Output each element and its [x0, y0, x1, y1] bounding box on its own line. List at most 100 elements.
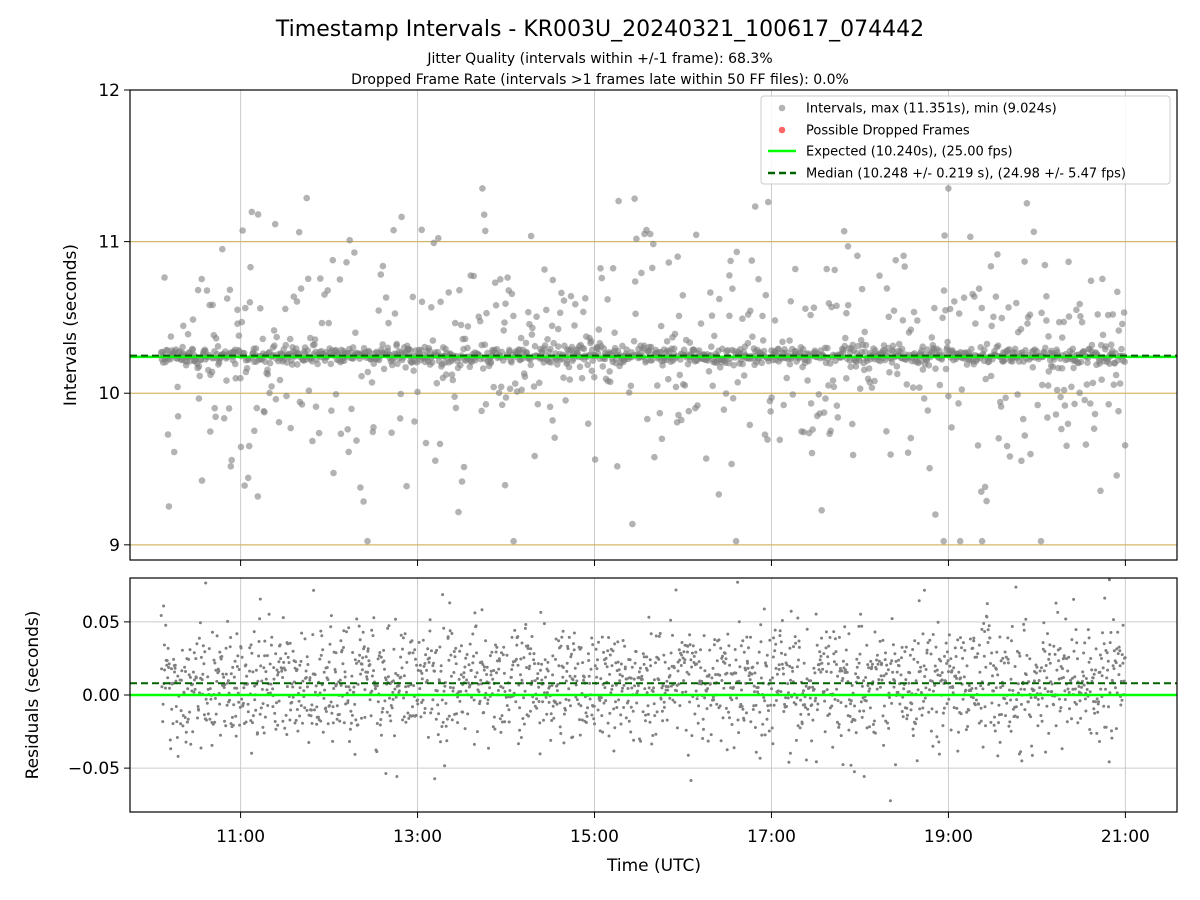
residual-point [402, 674, 406, 678]
residual-point [962, 675, 966, 679]
interval-point [843, 309, 850, 317]
y-tick-label: 11 [98, 233, 120, 253]
residual-point [680, 653, 684, 657]
residual-point [1046, 690, 1050, 693]
residual-point [201, 672, 205, 676]
interval-point [1112, 371, 1120, 379]
interval-point [1030, 228, 1038, 236]
residual-point [1019, 702, 1023, 706]
interval-point [678, 416, 685, 424]
residual-point [649, 664, 653, 668]
interval-point [554, 325, 562, 333]
residual-point [836, 699, 840, 703]
interval-point [925, 362, 933, 369]
residual-point [434, 717, 438, 721]
interval-point [885, 313, 893, 321]
residual-point [545, 691, 549, 695]
residual-point [733, 648, 737, 651]
residual-point [718, 704, 722, 708]
residual-point [882, 743, 886, 747]
interval-point [510, 537, 517, 545]
residual-point [466, 712, 470, 716]
x-tick-label: 17:00 [747, 827, 796, 847]
residual-point [785, 663, 789, 667]
interval-point [248, 208, 256, 216]
residual-point [240, 697, 244, 701]
interval-point [1006, 453, 1014, 460]
residual-point [591, 643, 595, 647]
residual-point [849, 699, 853, 703]
residual-point [618, 679, 622, 683]
residual-point [1092, 672, 1096, 676]
residual-point [620, 674, 624, 678]
interval-point [309, 437, 316, 445]
residual-point [756, 686, 760, 689]
residual-point [454, 646, 458, 650]
residual-point [524, 623, 528, 626]
interval-point [883, 285, 891, 292]
interval-point [780, 401, 787, 409]
residual-point [1079, 716, 1083, 720]
interval-point [1058, 425, 1065, 433]
residual-point [1020, 759, 1024, 763]
interval-point [325, 319, 333, 327]
residual-point [590, 636, 594, 640]
residual-point [273, 720, 277, 723]
residual-point [931, 744, 935, 748]
residual-point [645, 668, 649, 672]
residual-point [736, 718, 740, 722]
interval-point [1102, 343, 1110, 350]
residual-point [949, 728, 953, 732]
residual-point [748, 678, 752, 682]
residual-point [475, 671, 479, 675]
interval-point [1061, 402, 1069, 409]
residual-point [554, 700, 557, 704]
interval-point [566, 376, 574, 383]
residual-point [611, 649, 615, 653]
residual-point [758, 756, 762, 760]
interval-point [379, 262, 387, 270]
interval-point [273, 333, 281, 341]
residual-point [370, 674, 374, 678]
residual-point [978, 670, 982, 674]
residual-point [451, 689, 455, 693]
interval-point [544, 336, 551, 343]
residual-point [580, 718, 584, 722]
residual-point [814, 696, 818, 700]
residual-point [1087, 660, 1091, 664]
residual-point [325, 666, 329, 669]
residual-point [562, 741, 566, 745]
interval-point [445, 289, 453, 296]
residual-point [1011, 689, 1015, 692]
residual-point [304, 669, 308, 673]
residual-point [499, 730, 503, 734]
residual-point [1001, 684, 1005, 688]
residual-point [494, 643, 497, 647]
residual-point [1073, 675, 1077, 679]
residual-point [572, 642, 575, 646]
residual-point [214, 712, 218, 716]
interval-point [360, 498, 367, 505]
residual-point [407, 716, 411, 720]
interval-point [792, 265, 799, 273]
residual-point [375, 722, 379, 725]
residual-point [627, 719, 631, 723]
residual-point [797, 639, 801, 643]
interval-point [670, 345, 678, 353]
residual-point [1106, 668, 1110, 672]
residual-point [593, 722, 596, 726]
residual-point [538, 752, 542, 756]
residual-point [806, 707, 810, 711]
residual-point [234, 734, 238, 738]
residual-point [927, 710, 931, 714]
residual-point [181, 714, 185, 717]
residual-point [251, 670, 255, 674]
residual-point [274, 652, 278, 656]
residual-point [173, 663, 177, 667]
interval-point [941, 232, 948, 239]
residual-point [702, 634, 706, 638]
residual-point [1120, 653, 1124, 657]
residual-point [820, 661, 824, 665]
residual-point [652, 702, 656, 706]
residual-point [339, 639, 343, 643]
